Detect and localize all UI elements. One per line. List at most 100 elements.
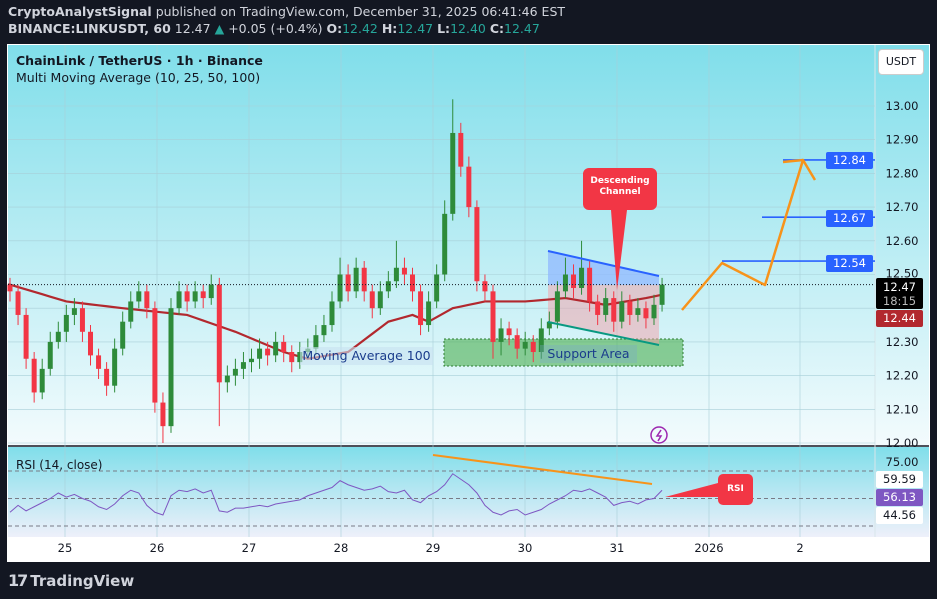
candle-body[interactable]	[63, 314, 69, 332]
candle-body[interactable]	[192, 291, 198, 302]
candle-body[interactable]	[410, 274, 415, 292]
candle-body[interactable]	[313, 335, 319, 349]
candle-body[interactable]	[611, 298, 617, 322]
candle-body[interactable]	[55, 331, 61, 342]
candle-body[interactable]	[506, 328, 512, 336]
candle-body[interactable]	[289, 352, 295, 363]
candle-body[interactable]	[273, 341, 279, 356]
candle-body[interactable]	[587, 267, 593, 302]
candle-body[interactable]	[7, 284, 13, 292]
lightning-event-icon[interactable]	[650, 426, 668, 444]
descending-channel-callout-bubble[interactable]	[583, 168, 657, 290]
candle-body[interactable]	[208, 284, 214, 299]
candle-body[interactable]	[603, 298, 609, 315]
candle-body[interactable]	[112, 348, 118, 386]
candle-body[interactable]	[249, 358, 254, 363]
descending-channel-callout[interactable]: Descending Channel	[590, 176, 650, 197]
candle-body[interactable]	[522, 341, 528, 349]
candle-body[interactable]	[47, 341, 53, 369]
candle-body[interactable]	[136, 291, 142, 302]
rsi-callout-bubble[interactable]	[665, 474, 753, 505]
rsi-pane[interactable]	[8, 447, 929, 537]
candle-body[interactable]	[369, 291, 375, 309]
candle-body[interactable]	[385, 281, 391, 292]
candle-body[interactable]	[418, 291, 424, 326]
candle-body[interactable]	[490, 291, 496, 342]
candle-body[interactable]	[627, 301, 633, 315]
candle-body[interactable]	[353, 267, 359, 292]
candle-body[interactable]	[434, 274, 440, 302]
candle-body[interactable]	[184, 291, 190, 302]
candle-body[interactable]	[176, 291, 182, 309]
candle-body[interactable]	[337, 274, 343, 302]
candle-body[interactable]	[562, 274, 568, 292]
candle-body[interactable]	[128, 301, 134, 322]
candle-body[interactable]	[120, 321, 126, 349]
candle-body[interactable]	[240, 362, 246, 369]
candle-body[interactable]	[466, 166, 472, 208]
candle-body[interactable]	[450, 132, 456, 214]
candle-body[interactable]	[482, 281, 488, 292]
candle-body[interactable]	[345, 274, 351, 292]
candle-body[interactable]	[79, 308, 85, 332]
candle-body[interactable]	[579, 267, 585, 288]
candle-body[interactable]	[538, 328, 544, 353]
moving-average-label[interactable]: Moving Average 100	[300, 347, 433, 365]
tradingview-logo[interactable]: 𝟭𝟳 TradingView	[8, 571, 134, 590]
candle-body[interactable]	[39, 368, 45, 393]
candle-body[interactable]	[265, 348, 271, 356]
candle-body[interactable]	[426, 301, 432, 326]
rsi-callout[interactable]: RSI	[727, 484, 744, 494]
channel-lower-line[interactable]	[547, 321, 660, 346]
candle-body[interactable]	[297, 352, 303, 363]
candle-body[interactable]	[530, 341, 536, 353]
candle-body[interactable]	[361, 267, 367, 292]
candle-body[interactable]	[474, 207, 480, 282]
candle-body[interactable]	[442, 213, 448, 275]
candle-body[interactable]	[23, 314, 29, 359]
candle-body[interactable]	[619, 301, 625, 322]
price-axis[interactable]	[875, 45, 929, 445]
currency-button[interactable]: USDT	[878, 49, 924, 75]
candle-body[interactable]	[643, 308, 649, 319]
candle-body[interactable]	[160, 402, 166, 427]
candle-body[interactable]	[232, 368, 238, 376]
price-pane[interactable]	[8, 45, 875, 445]
candle-body[interactable]	[15, 291, 21, 315]
support-area-label[interactable]: Support Area	[540, 345, 637, 363]
candle-body[interactable]	[458, 132, 464, 167]
candle-body[interactable]	[393, 267, 399, 282]
rsi-legend[interactable]: RSI (14, close)	[16, 458, 103, 472]
candle-body[interactable]	[88, 331, 93, 356]
candle-body[interactable]	[104, 368, 110, 386]
channel-upper-line[interactable]	[547, 250, 660, 277]
candle-body[interactable]	[571, 274, 576, 288]
candle-body[interactable]	[635, 308, 641, 315]
candle-body[interactable]	[321, 325, 327, 336]
candle-body[interactable]	[281, 341, 287, 353]
candle-body[interactable]	[554, 291, 560, 322]
candle-body[interactable]	[216, 284, 222, 383]
candle-body[interactable]	[595, 301, 601, 315]
candle-body[interactable]	[659, 284, 665, 305]
candle-body[interactable]	[31, 358, 37, 393]
support-area-zone[interactable]	[443, 338, 684, 367]
candle-body[interactable]	[71, 308, 77, 315]
candle-body[interactable]	[498, 328, 504, 342]
candle-body[interactable]	[546, 321, 552, 329]
candle-body[interactable]	[377, 291, 383, 309]
candle-body[interactable]	[200, 291, 206, 299]
candle-body[interactable]	[329, 301, 335, 326]
candle-body[interactable]	[514, 335, 520, 349]
candle-body[interactable]	[168, 308, 174, 427]
candle-body[interactable]	[96, 355, 102, 369]
projection-arrow[interactable]	[681, 158, 817, 311]
candle-body[interactable]	[144, 291, 150, 309]
author-name[interactable]: CryptoAnalystSignal	[8, 4, 152, 19]
candle-body[interactable]	[257, 348, 263, 359]
indicator-legend[interactable]: Multi Moving Average (10, 25, 50, 100)	[16, 70, 261, 85]
rsi-trendline[interactable]	[432, 454, 653, 485]
candle-body[interactable]	[651, 304, 657, 319]
candle-body[interactable]	[224, 375, 230, 383]
